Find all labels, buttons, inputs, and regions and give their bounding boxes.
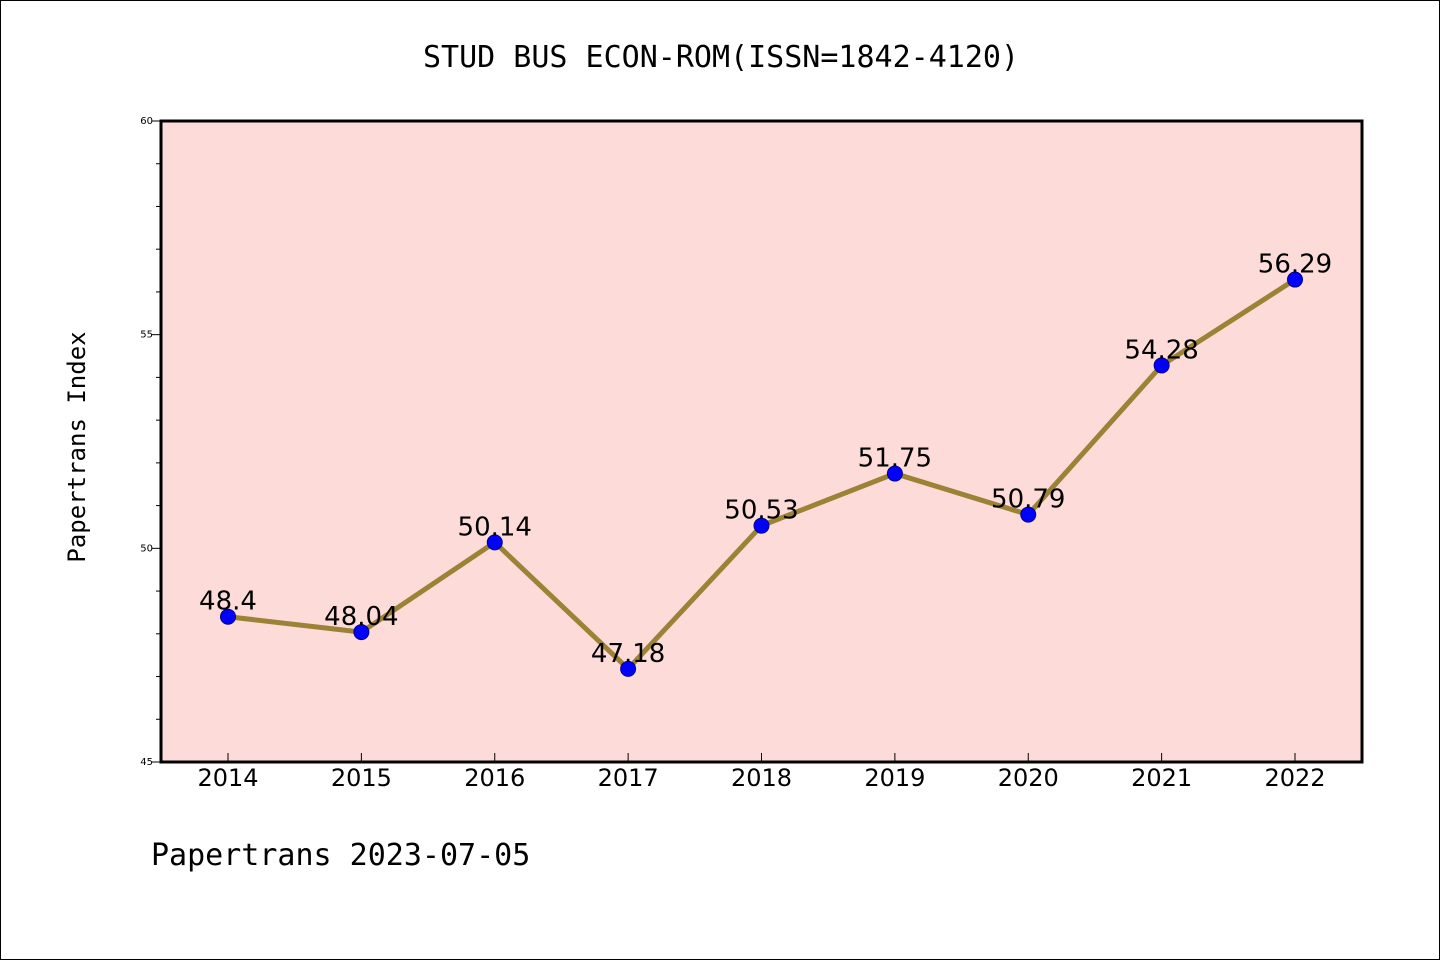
data-point-label: 50.14 <box>458 512 532 542</box>
data-markers <box>220 271 1303 677</box>
data-labels: 48.4 48.04 50.14 47.18 50.53 51.75 50.79 54.28 5… <box>199 250 1332 669</box>
x-tick-label: 2018 <box>731 764 792 792</box>
x-tick-label: 2020 <box>998 764 1059 792</box>
data-point-marker <box>1287 271 1303 288</box>
data-point-marker <box>1153 357 1170 374</box>
y-axis-label: Papertrans Index <box>63 331 91 562</box>
x-tick-label: 2017 <box>598 764 659 792</box>
data-point-label: 48.4 <box>199 587 257 617</box>
x-tick-label: 2019 <box>864 764 925 792</box>
plot-area <box>161 121 1362 762</box>
data-point-label: 50.53 <box>724 496 798 526</box>
y-tick-label: 45 <box>140 757 153 768</box>
y-tick-label: 55 <box>140 330 153 341</box>
y-tick-label: 60 <box>140 116 153 127</box>
data-point-marker <box>220 608 236 625</box>
data-point-marker <box>486 534 503 551</box>
data-point-label: 51.75 <box>858 444 932 474</box>
footer-date: Papertrans 2023-07-05 <box>151 838 530 873</box>
data-point-label: 47.18 <box>591 639 665 669</box>
x-tick-label: 2014 <box>197 764 258 792</box>
data-point-marker <box>753 517 770 534</box>
plot-border <box>159 119 1364 764</box>
data-point-marker <box>353 624 370 641</box>
data-point-marker <box>620 660 637 677</box>
x-tick-label: 2015 <box>331 764 392 792</box>
data-point-label: 48.04 <box>324 602 398 632</box>
data-point-marker <box>886 465 903 482</box>
data-point-label: 50.79 <box>991 485 1065 515</box>
x-tick-label: 2021 <box>1131 764 1192 792</box>
x-tick-label: 2022 <box>1264 764 1325 792</box>
y-tick-label: 50 <box>140 543 153 554</box>
y-axis-ticks: 45 50 55 60 <box>140 116 161 768</box>
x-axis-ticks: 2014 2015 2016 2017 2018 2019 2020 2021 2022 <box>197 753 1326 792</box>
data-point-marker <box>1020 506 1037 523</box>
data-point-label: 54.28 <box>1124 335 1198 365</box>
chart-title: STUD BUS ECON-ROM(ISSN=1842-4120) <box>423 40 1019 75</box>
x-tick-label: 2016 <box>464 764 525 792</box>
data-point-label: 56.29 <box>1258 250 1332 280</box>
